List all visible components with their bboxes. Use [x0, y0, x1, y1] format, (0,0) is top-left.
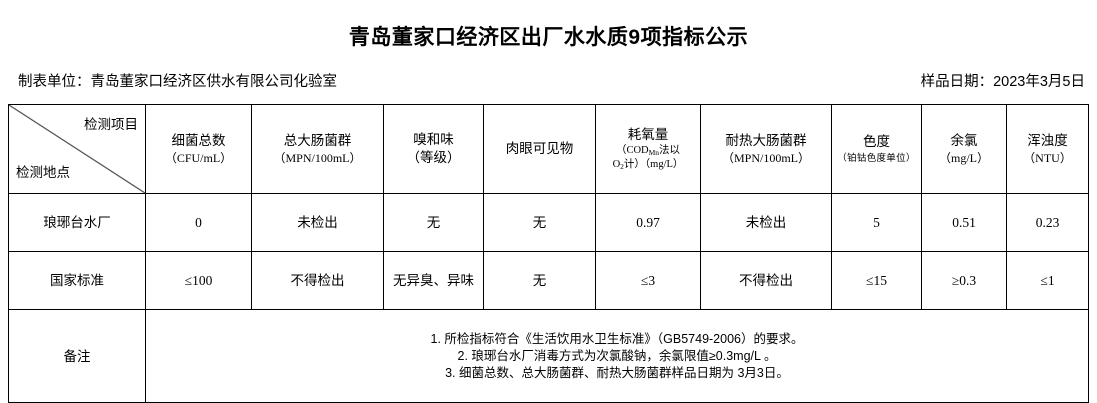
cell-visible-matter: 无	[483, 251, 596, 310]
column-header-odor-and-taste: 嗅和味 （等级）	[383, 104, 484, 194]
header-corner-item-label: 检测项目	[84, 117, 138, 132]
cell-turbidity: 0.23	[1006, 193, 1089, 252]
header-corner-split-cell: 检测项目 检测地点	[8, 104, 146, 194]
unit-oxygen: O	[612, 159, 621, 170]
note-line: 2. 琅琊台水厂消毒方式为次氯酸钠，余氯限值≥0.3mg/L 。	[457, 348, 777, 363]
column-header-name: 总大肠菌群	[283, 132, 352, 148]
row-label-location: 琅琊台水厂	[8, 193, 146, 252]
note-line: 1. 所检指标符合《生活饮用水卫生标准》（GB5749-2006）的要求。	[430, 331, 804, 346]
column-header-unit: （等级）	[406, 150, 461, 165]
column-header-unit: （CODMn法以 O2计）（mg/L）	[597, 144, 699, 172]
notes-content: 1. 所检指标符合《生活饮用水卫生标准》（GB5749-2006）的要求。 2.…	[145, 309, 1089, 403]
column-header-unit: （MPN/100mL）	[721, 150, 810, 165]
unit-subscript-mn: Mn	[648, 148, 660, 157]
table-row: 琅琊台水厂 0 未检出 无 无 0.97 未检出 5 0.51 0.23	[8, 193, 1089, 252]
cell-odor-and-taste: 无异臭、异味	[383, 251, 484, 310]
notes-label: 备注	[8, 309, 146, 403]
column-header-unit: （NTU）	[1023, 150, 1072, 165]
column-header-residual-chlorine: 余氯 （mg/L）	[921, 104, 1007, 194]
table-header-row: 检测项目 检测地点 细菌总数 （CFU/mL） 总大肠菌群 （MPN/100mL…	[8, 104, 1089, 194]
cell-bacteria-count: ≤100	[145, 251, 252, 310]
column-header-unit: （MPN/100mL）	[273, 150, 362, 165]
column-header-name: 浑浊度	[1027, 132, 1068, 148]
column-header-visible-matter: 肉眼可见物	[483, 104, 596, 194]
column-header-total-coliform: 总大肠菌群 （MPN/100mL）	[251, 104, 384, 194]
column-header-chromaticity: 色度 （铂钴色度单位）	[831, 104, 922, 194]
cell-residual-chlorine: ≥0.3	[921, 251, 1007, 310]
unit-middle: 法以	[659, 145, 681, 156]
column-header-turbidity: 浑浊度 （NTU）	[1006, 104, 1089, 194]
cell-visible-matter: 无	[483, 193, 596, 252]
sample-date-label: 样品日期：2023年3月5日	[920, 74, 1085, 90]
water-quality-table: 检测项目 检测地点 细菌总数 （CFU/mL） 总大肠菌群 （MPN/100mL…	[8, 104, 1089, 403]
column-header-unit: （铂钴色度单位）	[837, 152, 916, 164]
note-line: 3. 细菌总数、总大肠菌群、耐热大肠菌群样品日期为 3月3日。	[445, 365, 789, 380]
cell-odor-and-taste: 无	[383, 193, 484, 252]
cell-chromaticity: 5	[831, 193, 922, 252]
cell-bacteria-count: 0	[145, 193, 252, 252]
column-header-thermotolerant-coliform: 耐热大肠菌群 （MPN/100mL）	[700, 104, 832, 194]
prepared-by-label: 制表单位：青岛董家口经济区供水有限公司化验室	[18, 74, 337, 90]
column-header-unit: （mg/L）	[939, 150, 989, 165]
cell-total-coliform: 不得检出	[251, 251, 384, 310]
column-header-name: 细菌总数	[171, 132, 226, 148]
cell-turbidity: ≤1	[1006, 251, 1089, 310]
table-notes-row: 备注 1. 所检指标符合《生活饮用水卫生标准》（GB5749-2006）的要求。…	[8, 309, 1089, 403]
cell-thermotolerant-coliform: 未检出	[700, 193, 832, 252]
cell-total-coliform: 未检出	[251, 193, 384, 252]
unit-suffix: 计）（mg/L）	[623, 159, 684, 170]
table-container: 检测项目 检测地点 细菌总数 （CFU/mL） 总大肠菌群 （MPN/100mL…	[0, 92, 1097, 403]
column-header-oxygen-consumption: 耗氧量 （CODMn法以 O2计）（mg/L）	[595, 104, 701, 194]
header-corner-location-label: 检测地点	[16, 165, 70, 180]
cell-oxygen-consumption: 0.97	[595, 193, 701, 252]
column-header-unit: （CFU/mL）	[164, 150, 233, 165]
row-label-location: 国家标准	[8, 251, 146, 310]
column-header-name: 余氯	[950, 132, 978, 148]
cell-chromaticity: ≤15	[831, 251, 922, 310]
cell-thermotolerant-coliform: 不得检出	[700, 251, 832, 310]
page-title: 青岛董家口经济区出厂水水质9项指标公示	[348, 26, 749, 49]
cell-residual-chlorine: 0.51	[921, 193, 1007, 252]
unit-prefix: （COD	[615, 145, 649, 156]
column-header-name: 肉眼可见物	[505, 141, 574, 156]
column-header-name: 色度	[863, 133, 890, 149]
unit-subscript-2: 2	[620, 162, 624, 171]
column-header-name: 耗氧量	[627, 127, 669, 142]
cell-oxygen-consumption: ≤3	[595, 251, 701, 310]
table-row: 国家标准 ≤100 不得检出 无异臭、异味 无 ≤3 不得检出 ≤15 ≥0.3…	[8, 251, 1089, 310]
column-header-name: 嗅和味	[413, 132, 454, 147]
column-header-bacteria-count: 细菌总数 （CFU/mL）	[145, 104, 252, 194]
column-header-name: 耐热大肠菌群	[725, 132, 807, 148]
document-meta-row: 制表单位：青岛董家口经济区供水有限公司化验室 样品日期：2023年3月5日	[0, 52, 1097, 92]
